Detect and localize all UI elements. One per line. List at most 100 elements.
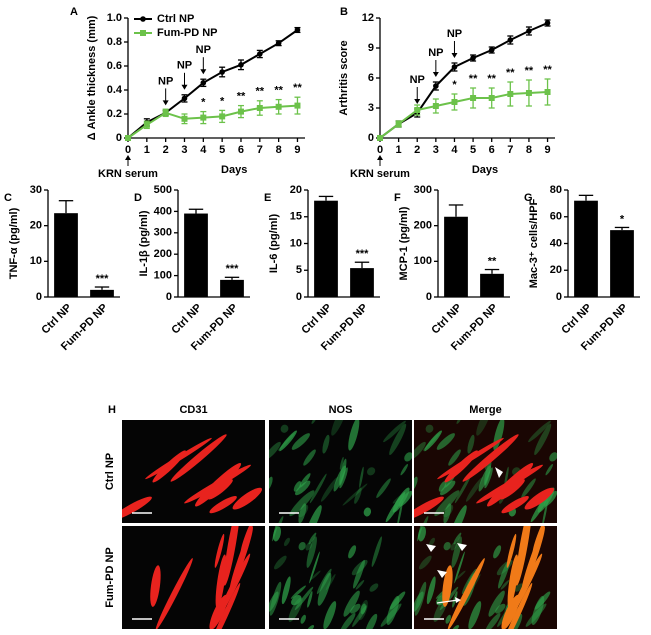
- panel-letter: E: [264, 192, 271, 204]
- np-label: NP: [158, 75, 173, 87]
- nos-signal: [414, 441, 426, 460]
- marker: [433, 83, 439, 89]
- error-bar: [224, 276, 240, 280]
- significance: **: [274, 85, 283, 97]
- significance: **: [488, 255, 497, 267]
- significance: **: [506, 67, 515, 79]
- nos-signal: [404, 452, 412, 462]
- marker: [451, 99, 458, 105]
- y-axis-label: TNF-α (pg/ml): [8, 207, 20, 279]
- nos-signal: [298, 541, 306, 551]
- series-line: [127, 104, 298, 139]
- marker: [181, 95, 188, 102]
- legend-marker: [140, 16, 146, 22]
- x-tick-label: Ctrl NP: [559, 302, 594, 337]
- nos-signal: [293, 481, 302, 492]
- nos-signal: [485, 612, 501, 629]
- y-tick-label: 1.0: [107, 12, 122, 24]
- x-tick-label: 5: [219, 144, 225, 156]
- y-tick-label: 0: [36, 291, 42, 303]
- marker: [414, 107, 421, 113]
- nos-signal: [269, 476, 273, 491]
- significance: **: [487, 73, 496, 85]
- nos-signal: [434, 490, 460, 517]
- nos-signal: [298, 503, 307, 523]
- nos-signal: [309, 473, 327, 504]
- nos-signal: [307, 591, 313, 608]
- cd31-signal: [214, 533, 225, 568]
- nos-signal: [400, 463, 408, 476]
- y-tick-label: 15: [290, 211, 302, 223]
- nos-signal: [453, 532, 462, 545]
- error-bar: [318, 195, 334, 201]
- cd31-signal: [515, 526, 532, 586]
- significance: *: [220, 95, 225, 107]
- marker: [451, 64, 458, 70]
- cd31-signal: [208, 583, 241, 629]
- cd31-signal: [521, 526, 545, 592]
- y-axis-label: Arthritis score: [338, 40, 350, 115]
- nos-signal: [389, 591, 406, 610]
- nos-signal: [343, 590, 360, 617]
- nos-signal: [438, 481, 447, 492]
- x-tick-label: 0: [125, 144, 131, 156]
- x-tick-label: 0: [377, 144, 383, 156]
- significance: ***: [226, 263, 240, 275]
- nos-signal: [476, 420, 492, 436]
- y-tick-label: 500: [154, 184, 172, 196]
- arrowhead: [457, 543, 467, 551]
- x-tick-label: 3: [181, 144, 187, 156]
- np-label: NP: [410, 74, 425, 86]
- nos-signal: [426, 576, 436, 605]
- y-tick-label: 0: [166, 291, 172, 303]
- y-tick-label: 80: [550, 184, 562, 196]
- nos-signal: [467, 434, 475, 454]
- nos-signal: [495, 603, 506, 614]
- nos-signal: [448, 449, 461, 466]
- nos-signal: [279, 430, 297, 452]
- nos-signal: [456, 420, 462, 424]
- nos-signal: [484, 467, 493, 489]
- nos-signal: [452, 625, 460, 629]
- row-label: Ctrl NP: [104, 453, 116, 490]
- marker: [488, 47, 495, 53]
- legend-label: Fum-PD NP: [157, 27, 218, 39]
- error-bar: [484, 268, 500, 274]
- nos-signal: [541, 500, 548, 523]
- micrograph: [414, 420, 557, 523]
- nos-signal: [331, 420, 347, 436]
- nos-signal: [316, 568, 332, 595]
- marker: [470, 55, 476, 61]
- nos-signal: [360, 603, 367, 615]
- nos-signal: [320, 477, 338, 502]
- nos-signal: [366, 467, 376, 476]
- error-bar: [354, 261, 370, 269]
- nos-signal: [468, 601, 482, 629]
- y-tick-label: 6: [368, 72, 374, 84]
- error-bar: [94, 286, 110, 290]
- nos-signal: [376, 478, 391, 498]
- arrowhead: [608, 612, 616, 620]
- nos-signal: [272, 526, 281, 542]
- nos-signal: [443, 503, 452, 523]
- y-tick-label: 0.4: [107, 84, 123, 96]
- cd31-signal: [508, 553, 543, 619]
- nos-signal: [348, 545, 357, 559]
- micrograph-bg: [414, 526, 557, 629]
- panel-letter: C: [4, 192, 12, 204]
- start-arrowhead: [377, 155, 383, 160]
- cd31-signal: [150, 565, 161, 607]
- cd31-signal: [532, 526, 546, 553]
- nos-signal: [352, 605, 368, 627]
- marker: [507, 91, 514, 97]
- marker: [395, 121, 402, 127]
- significance: ***: [356, 248, 370, 260]
- nos-signal: [309, 570, 321, 581]
- panel-letter: A: [70, 6, 78, 18]
- marker: [377, 135, 383, 141]
- nos-signal: [277, 432, 296, 451]
- y-tick-label: 20: [30, 220, 42, 232]
- significance: **: [543, 64, 552, 76]
- nos-signal: [351, 559, 368, 576]
- cd31-signal: [170, 434, 227, 482]
